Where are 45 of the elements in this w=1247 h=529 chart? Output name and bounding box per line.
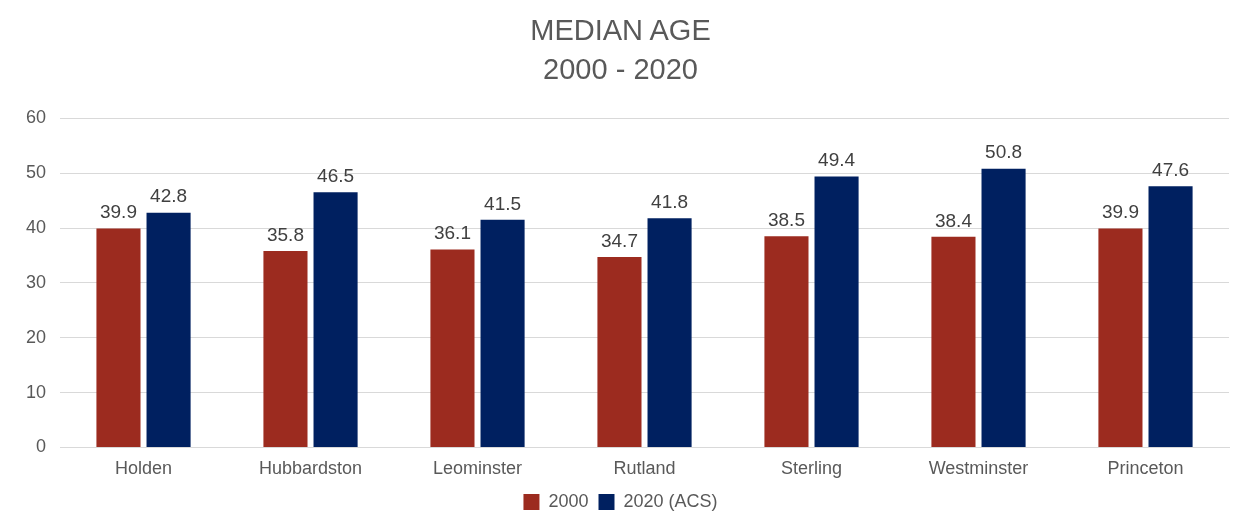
y-tick-label: 60 xyxy=(25,107,47,128)
x-tick-label: Rutland xyxy=(613,458,676,479)
y-tick-label: 30 xyxy=(25,271,47,292)
data-label: 39.9 xyxy=(1101,201,1139,223)
bar xyxy=(597,257,642,447)
data-label: 35.8 xyxy=(266,223,304,245)
y-tick-label: 10 xyxy=(25,381,47,402)
bar xyxy=(96,228,141,447)
y-tick-label: 40 xyxy=(25,216,47,237)
x-tick-label: Princeton xyxy=(1107,458,1184,479)
bar xyxy=(263,251,308,447)
y-tick-label: 0 xyxy=(36,436,47,457)
data-label: 41.5 xyxy=(484,192,522,214)
x-tick-label: Leominster xyxy=(432,458,523,479)
data-label: 47.6 xyxy=(1152,159,1190,181)
bar xyxy=(981,168,1026,447)
data-label: 46.5 xyxy=(317,165,355,187)
x-tick-label: Hubbardston xyxy=(258,458,363,479)
y-tick-label: 20 xyxy=(25,326,47,347)
data-label: 38.5 xyxy=(767,208,805,230)
y-tick-label: 50 xyxy=(25,162,47,183)
chart-title: MEDIAN AGE 2000 - 2020 xyxy=(530,13,711,85)
bar xyxy=(931,236,976,447)
bar xyxy=(146,212,191,447)
data-label: 50.8 xyxy=(985,141,1023,163)
bar xyxy=(764,236,809,447)
data-label: 36.1 xyxy=(433,222,471,244)
data-label: 38.4 xyxy=(934,209,973,231)
bar xyxy=(480,219,525,447)
x-tick-label: Holden xyxy=(115,458,173,479)
bar xyxy=(1148,186,1193,447)
bar xyxy=(1098,228,1143,447)
data-label: 34.7 xyxy=(600,229,638,251)
bar xyxy=(647,218,692,447)
data-label: 42.8 xyxy=(150,185,188,207)
data-label: 39.9 xyxy=(99,201,137,223)
x-tick-label: Westminster xyxy=(928,458,1029,479)
legend-label: 2000 xyxy=(548,490,589,511)
bar xyxy=(430,249,475,447)
x-tick-label: Sterling xyxy=(780,458,843,479)
data-label: 41.8 xyxy=(651,190,689,212)
legend-label: 2020 (ACS) xyxy=(623,490,718,511)
bar xyxy=(814,176,859,447)
bar xyxy=(313,192,358,447)
data-label: 49.4 xyxy=(818,149,856,171)
